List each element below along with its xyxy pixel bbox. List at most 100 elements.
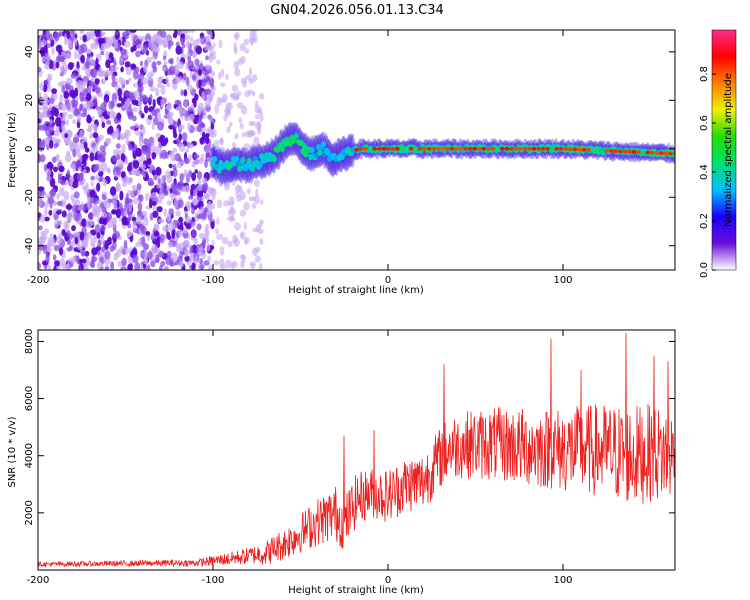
noise-speckle (69, 163, 75, 169)
noise-speckle (88, 211, 94, 221)
noise-speckle (160, 175, 165, 185)
noise-speckle (121, 31, 129, 38)
noise-speckle (82, 177, 86, 184)
colorbar: 0.0 0.2 0.4 0.6 0.8 Normalized spectral ampl… (699, 29, 737, 278)
noise-speckle (77, 244, 83, 251)
noise-speckle (185, 76, 190, 87)
noise-speckle (91, 241, 96, 248)
noise-speckle (77, 166, 82, 172)
noise-speckle (178, 216, 183, 223)
noise-speckle (220, 264, 227, 270)
noise-speckle (45, 168, 52, 177)
noise-speckle (241, 132, 246, 138)
noise-speckle (82, 34, 87, 43)
noise-speckle (228, 172, 234, 183)
ridge-peak (390, 146, 396, 151)
x-tick-label: -100 (202, 575, 225, 586)
colorbar-tick-label: 0.2 (699, 213, 710, 229)
noise-speckle (92, 132, 99, 139)
noise-speckle (181, 132, 188, 142)
noise-speckle (198, 69, 202, 76)
noise-speckle (216, 96, 222, 107)
noise-speckle (232, 234, 238, 244)
noise-speckle (103, 70, 110, 75)
noise-speckle (187, 122, 191, 131)
noise-speckle (182, 239, 190, 246)
noise-speckle (234, 133, 239, 140)
noise-speckle (55, 154, 60, 162)
noise-speckle (93, 84, 98, 91)
noise-speckle (80, 54, 85, 64)
x-tick-label: -200 (27, 575, 50, 586)
noise-speckle (80, 43, 88, 53)
noise-speckle (243, 221, 247, 231)
noise-speckle (92, 209, 99, 216)
noise-speckle (113, 230, 120, 239)
noise-speckle (163, 208, 167, 217)
noise-speckle (254, 114, 260, 119)
noise-speckle (124, 61, 131, 68)
noise-speckle (96, 182, 101, 192)
noise-speckle (127, 223, 132, 229)
noise-speckle (143, 64, 148, 73)
y-tick-label: 4000 (24, 443, 35, 468)
noise-speckle (209, 78, 214, 87)
ridge-peak (531, 146, 537, 151)
spectrogram-y-ticks: -40 -20 0 20 40 (24, 45, 675, 254)
noise-speckle (244, 130, 252, 138)
noise-speckle (213, 139, 220, 148)
noise-speckle (83, 88, 89, 96)
x-tick-label: 0 (385, 275, 391, 286)
noise-speckle (172, 167, 178, 178)
noise-speckle (157, 177, 161, 185)
noise-speckle (254, 105, 262, 114)
noise-speckle (84, 256, 91, 267)
noise-speckle (94, 30, 101, 38)
noise-speckle (210, 70, 216, 77)
ridge-peak (427, 146, 432, 151)
ridge-peak (609, 149, 614, 153)
noise-speckle (168, 66, 172, 76)
noise-speckle (174, 64, 179, 71)
ridge-peak (554, 146, 559, 151)
noise-speckle (210, 131, 216, 137)
noise-speckle (168, 124, 175, 130)
noise-speckle (216, 216, 220, 226)
noise-speckle (61, 210, 67, 218)
noise-speckle (193, 237, 199, 245)
noise-speckle (65, 204, 73, 210)
noise-speckle (87, 99, 94, 108)
signal-ridge (210, 121, 675, 186)
noise-speckle (139, 138, 143, 148)
noise-speckle (184, 247, 189, 258)
noise-speckle (148, 76, 154, 82)
noise-speckle (53, 129, 60, 137)
noise-speckle (86, 72, 91, 79)
y-tick-label: 40 (24, 45, 35, 58)
noise-speckle (177, 157, 183, 163)
x-tick-label: -200 (27, 275, 50, 286)
noise-speckle (199, 137, 204, 145)
noise-speckle (64, 222, 69, 232)
noise-speckle (244, 239, 248, 245)
noise-speckle (180, 33, 186, 39)
noise-speckle (113, 60, 117, 67)
noise-speckle (116, 167, 121, 176)
noise-speckle (217, 72, 222, 80)
noise-speckle (38, 186, 45, 192)
noise-speckle (188, 195, 194, 200)
noise-speckle (49, 177, 56, 188)
noise-speckle (152, 66, 158, 73)
noise-speckle (140, 224, 145, 232)
noise-speckle (237, 90, 242, 96)
noise-speckle (38, 225, 43, 231)
noise-speckle (100, 246, 106, 253)
noise-speckle (241, 254, 246, 263)
noise-speckle (249, 261, 257, 267)
noise-speckle (132, 107, 139, 113)
noise-speckle (101, 194, 107, 201)
noise-speckle (62, 111, 68, 117)
noise-speckle (55, 61, 60, 69)
noise-speckle (101, 31, 106, 37)
noise-speckle (168, 222, 175, 233)
